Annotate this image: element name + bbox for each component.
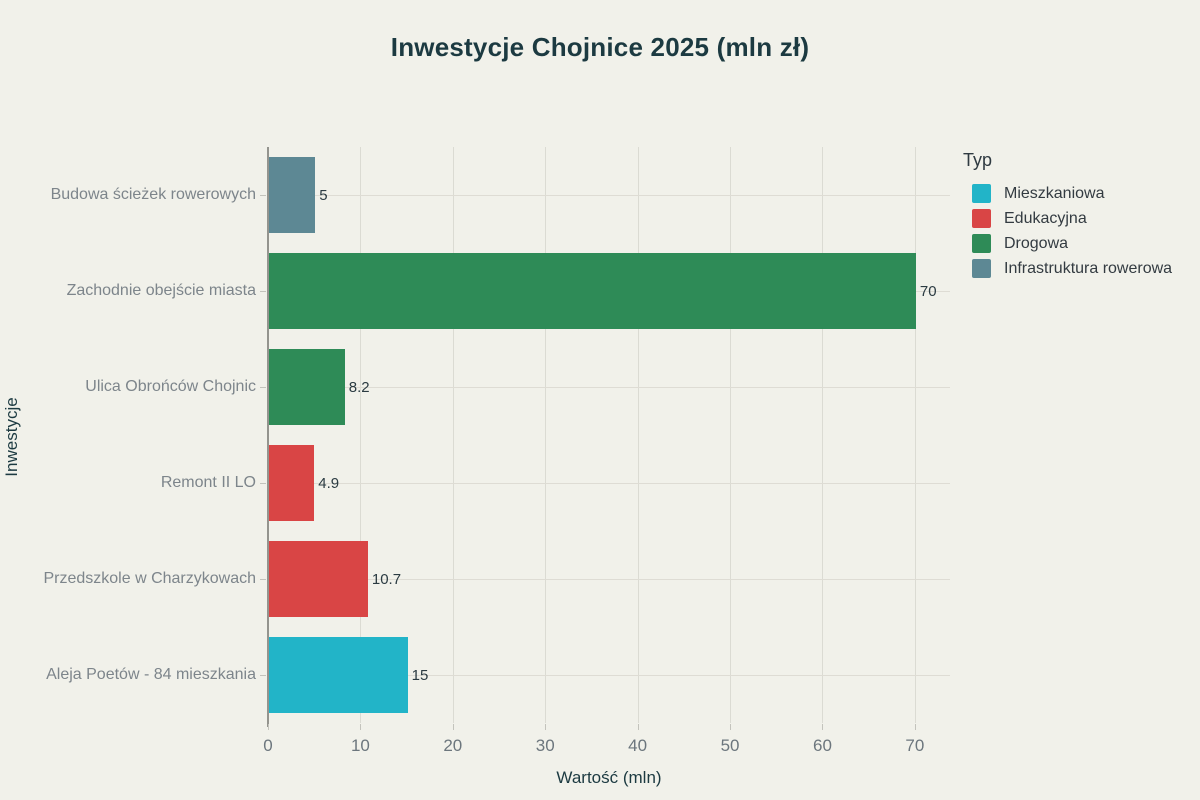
- x-gridline: [637, 147, 639, 723]
- x-tick-mark: [822, 724, 824, 730]
- x-tick-label: 10: [350, 736, 370, 755]
- bar-value-label: 5: [319, 187, 328, 204]
- chart-title: Inwestycje Chojnice 2025 (mln zł): [390, 32, 810, 62]
- x-axis-title: Wartość (mln): [556, 768, 662, 787]
- x-tick-label: 50: [720, 736, 740, 755]
- y-tick-mark: [260, 195, 266, 196]
- y-tick-mark: [260, 387, 266, 388]
- x-gridline: [914, 147, 916, 723]
- bar-value-label: 15: [411, 667, 429, 684]
- legend-item-3[interactable]: Drogowa: [963, 231, 1193, 256]
- x-gridline: [360, 147, 362, 723]
- x-tick-mark: [452, 724, 454, 730]
- category-label: Budowa ścieżek rowerowych: [50, 186, 256, 203]
- y-gridline: [268, 195, 950, 196]
- y-gridline: [268, 387, 950, 388]
- x-tick-mark: [637, 724, 639, 730]
- y-gridline: [268, 483, 950, 484]
- legend-item-1[interactable]: Mieszkaniowa: [963, 181, 1193, 206]
- x-gridline: [545, 147, 547, 723]
- bar-value-label: 8.2: [348, 379, 370, 396]
- y-axis-line: [267, 147, 269, 727]
- x-tick-label: 60: [813, 736, 832, 755]
- bar-value-label: 4.9: [318, 475, 340, 492]
- x-tick-mark: [545, 724, 547, 730]
- legend-item-label: Mieszkaniowa: [1004, 184, 1105, 202]
- y-gridline: [268, 579, 950, 580]
- y-tick-mark: [260, 579, 266, 580]
- bar-4[interactable]: [269, 445, 315, 521]
- y-axis-title: Inwestycje: [2, 397, 21, 477]
- bar-value-label: 70: [919, 283, 937, 300]
- category-label: Aleja Poetów - 84 mieszkania: [46, 666, 256, 683]
- x-tick-label: 40: [628, 736, 648, 755]
- legend-swatch: [972, 184, 991, 203]
- legend-title: Typ: [963, 150, 993, 170]
- legend-item-label: Infrastruktura rowerowa: [1004, 259, 1173, 277]
- bar-value-label: 10.7: [371, 571, 402, 588]
- x-gridline: [452, 147, 454, 723]
- category-label: Remont II LO: [160, 474, 256, 491]
- legend-swatch: [972, 234, 991, 253]
- x-tick-mark: [914, 724, 916, 730]
- x-tick-label: 70: [905, 736, 925, 755]
- legend-item-4[interactable]: Infrastruktura rowerowa: [963, 256, 1193, 281]
- legend-item-label: Edukacyjna: [1004, 209, 1087, 227]
- legend: Typ Mieszkaniowa Edukacyjna Drogowa Infrast…: [963, 150, 1193, 281]
- bar-3[interactable]: [269, 349, 345, 425]
- legend-item-label: Drogowa: [1004, 234, 1069, 252]
- x-tick-label: 20: [443, 736, 463, 755]
- y-gridline: [268, 675, 950, 676]
- y-tick-mark: [260, 675, 266, 676]
- bar-6[interactable]: [269, 637, 408, 713]
- x-gridline: [822, 147, 824, 723]
- x-tick-mark: [360, 724, 362, 730]
- x-tick-label: 0: [263, 736, 273, 755]
- y-tick-mark: [260, 291, 266, 292]
- category-label: Przedszkole w Charzykowach: [43, 570, 256, 587]
- category-label: Ulica Obrońców Chojnic: [85, 378, 256, 395]
- legend-swatch: [972, 259, 991, 278]
- legend-item-2[interactable]: Edukacyjna: [963, 206, 1193, 231]
- y-tick-mark: [260, 483, 266, 484]
- x-tick-mark: [268, 724, 269, 730]
- bar-2[interactable]: [269, 253, 916, 329]
- x-tick-label: 30: [535, 736, 555, 755]
- legend-items: Mieszkaniowa Edukacyjna Drogowa Infrastrukt…: [963, 181, 1193, 281]
- bar-5[interactable]: [269, 541, 368, 617]
- category-label: Zachodnie obejście miasta: [66, 282, 256, 299]
- x-gridline: [730, 147, 732, 723]
- x-tick-mark: [730, 724, 732, 730]
- legend-swatch: [972, 209, 991, 228]
- plot-area: [267, 147, 950, 727]
- bar-1[interactable]: [269, 157, 316, 233]
